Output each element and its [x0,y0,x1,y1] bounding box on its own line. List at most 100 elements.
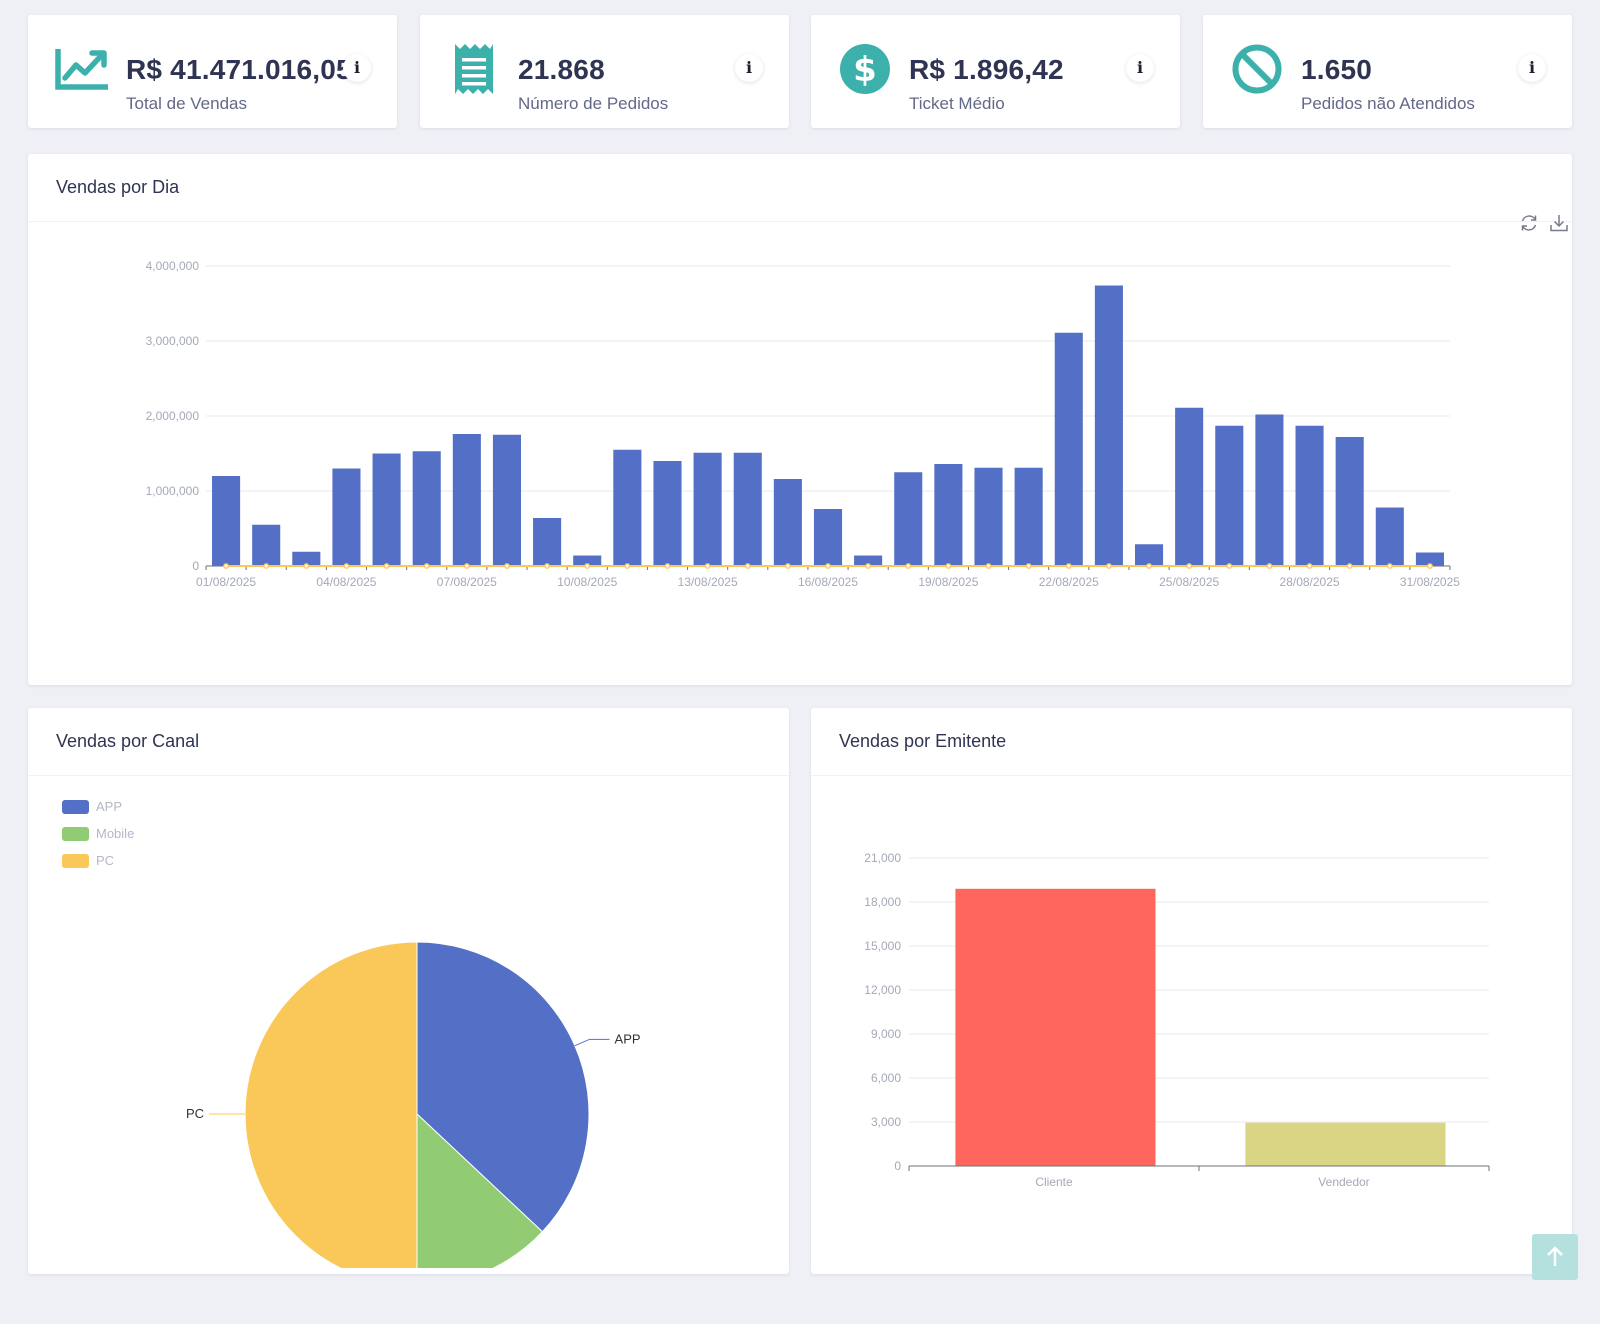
legend-label: PC [96,853,115,868]
legend-swatch [62,827,89,841]
trending-up-chart-icon [55,49,108,90]
kpi-value: 21.868 [518,54,605,85]
line-point [624,563,631,569]
x-tick-label: 16/08/2025 [798,575,858,589]
line-point [383,563,390,569]
bar [1245,1122,1446,1166]
y-tick-label: 0 [894,1159,901,1173]
line-point [544,563,550,569]
pie-slice [244,941,418,1268]
y-tick-label: 21,000 [864,851,901,865]
line-point [1346,563,1353,569]
kpi-value: 1.650 [1301,54,1373,85]
pie-label: PC [186,1106,204,1121]
bar [1375,507,1404,566]
bar [894,472,923,566]
line-point [343,563,350,569]
pie-slice [416,941,590,1233]
y-tick-label: 9,000 [871,1027,901,1041]
x-tick-label: Vendedor [1318,1175,1369,1189]
line-point [223,563,229,569]
bar [1094,285,1123,566]
bar [372,453,401,566]
legend-label: Mobile [96,826,135,841]
x-tick-label: 01/08/2025 [196,575,256,589]
download-icon[interactable] [1548,212,1570,234]
x-tick-label: Cliente [1035,1175,1073,1189]
kpi-card-average-ticket: $ R$ 1.896,42 Ticket Médio i [811,15,1180,128]
kpi-label: Número de Pedidos [518,94,669,113]
x-tick-label: 04/08/2025 [316,575,376,589]
bar [955,888,1156,1166]
line-point [1427,563,1433,569]
bar [252,524,281,566]
info-icon[interactable]: i [343,54,371,82]
issuer-sales-panel: Vendas por Emitente 0 3,000 6,000 9,000 12,0… [811,708,1572,1274]
y-tick-label: 1,000,000 [146,484,200,498]
bar [1415,552,1444,566]
panel-title: Vendas por Canal [56,731,200,751]
y-tick-label: 4,000,000 [146,259,200,273]
bar [492,434,522,566]
legend-swatch [62,854,89,868]
line-point [303,563,310,569]
line-point [1146,563,1152,569]
daily-sales-chart: 0 1,000,000 2,000,000 3,000,000 4,000,000 01/… [146,259,1461,589]
kpi-label: Pedidos não Atendidos [1301,94,1475,113]
line-point [865,563,872,569]
info-icon[interactable]: i [1518,54,1546,82]
kpi-card-order-count: 21.868 Número de Pedidos i [420,15,789,128]
pie-slice [416,1112,544,1268]
x-tick-label: 25/08/2025 [1159,575,1219,589]
refresh-icon[interactable] [1518,212,1540,234]
issuer-bar-chart: 0 3,000 6,000 9,000 12,000 15,000 18,000 21,000… [864,851,1490,1189]
line-point [1025,563,1032,569]
line-point [1266,563,1273,569]
line-point [744,563,751,569]
kpi-label: Total de Vendas [126,94,247,113]
x-tick-label: 19/08/2025 [918,575,978,589]
bar [653,461,682,566]
line-point [423,563,430,569]
line-point [704,563,711,569]
line-point [263,563,270,569]
y-tick-label: 3,000 [871,1115,901,1129]
line-point [1306,563,1313,569]
bar [332,468,361,566]
panel-divider [28,775,789,776]
panel-title: Vendas por Dia [56,177,180,197]
panel-divider [811,775,1572,776]
bar [452,434,481,566]
bar [292,551,321,566]
x-tick-label: 07/08/2025 [437,575,497,589]
line-point [825,563,831,569]
pie-label-line [574,1038,610,1047]
bar [1255,414,1284,566]
scroll-top-button[interactable] [1532,1234,1578,1280]
arrow-up-icon [1547,1246,1563,1266]
info-icon[interactable]: i [735,54,763,82]
y-tick-label: 15,000 [864,939,901,953]
x-tick-label: 10/08/2025 [557,575,617,589]
bar [773,479,802,566]
bar [1215,425,1244,566]
info-icon[interactable]: i [1126,54,1154,82]
kpi-card-unfulfilled-orders: 1.650 Pedidos não Atendidos i [1203,15,1572,128]
y-tick-label: 3,000,000 [146,334,200,348]
bar [733,452,762,566]
legend-label: APP [96,799,123,814]
channel-sales-panel: Vendas por Canal APP Mobile PC APPMobile… [28,708,789,1274]
bar [613,449,642,566]
receipt-icon [455,44,493,94]
bar [813,509,843,566]
bar [1175,407,1204,566]
y-tick-label: 12,000 [864,983,901,997]
x-tick-label: 31/08/2025 [1400,575,1460,589]
bar [1295,425,1324,566]
line-point [664,563,671,569]
bar [1054,332,1083,566]
x-tick-label: 13/08/2025 [678,575,738,589]
bar [693,452,722,566]
x-tick-label: 28/08/2025 [1280,575,1340,589]
